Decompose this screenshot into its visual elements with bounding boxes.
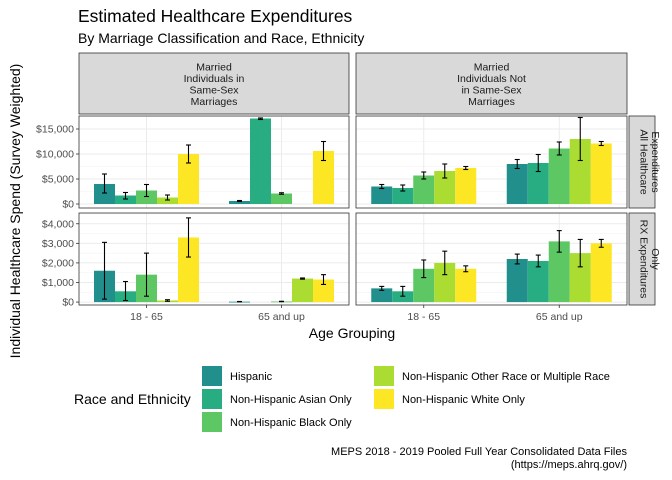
panel-border xyxy=(78,115,350,209)
bar-non-hispanic-black-only xyxy=(413,268,435,303)
bar-non-hispanic-black-only xyxy=(548,241,570,303)
chart-title: Estimated Healthcare Expenditures xyxy=(78,6,353,26)
bar-non-hispanic-asian-only xyxy=(527,163,549,204)
y-tick-label: $0 xyxy=(62,199,74,211)
panel-border xyxy=(355,115,628,209)
x-axis-title: Age Grouping xyxy=(309,325,395,341)
bar-non-hispanic-other-race-or-multiple-race xyxy=(292,278,313,303)
row-strip xyxy=(628,115,656,209)
legend-item-label: Non-Hispanic Asian Only xyxy=(230,394,352,406)
bar-non-hispanic-other-race-or-multiple-race xyxy=(434,171,456,204)
bar-hispanic xyxy=(506,259,528,303)
y-tick-label: $5,000 xyxy=(42,174,74,186)
bar-non-hispanic-white-only xyxy=(313,279,334,303)
column-strip-label: Same-Sex xyxy=(189,84,239,96)
bar-non-hispanic-white-only xyxy=(590,243,612,303)
bar-non-hispanic-other-race-or-multiple-race xyxy=(569,253,591,303)
column-strip-label: Individuals Not xyxy=(457,73,526,85)
chart-subtitle: By Marriage Classification and Race, Eth… xyxy=(78,30,364,46)
y-tick-label: $3,000 xyxy=(42,238,74,250)
y-tick-label: $4,000 xyxy=(42,218,74,230)
y-tick-label: $10,000 xyxy=(36,149,74,161)
row-strip-label: All Healthcare xyxy=(637,129,649,195)
panel-1-1 xyxy=(355,212,628,306)
row-strip xyxy=(628,212,656,306)
caption-line: (https://meps.ahrq.gov/) xyxy=(511,459,627,471)
bar-non-hispanic-other-race-or-multiple-race xyxy=(434,262,456,303)
bar-non-hispanic-asian-only xyxy=(527,260,549,303)
bar-non-hispanic-white-only xyxy=(590,143,612,204)
row-strip-label: Only xyxy=(649,248,661,270)
column-strip xyxy=(78,52,350,115)
y-axis-title: Individual Healthcare Spend (Survey Weig… xyxy=(7,64,23,359)
panel-border xyxy=(355,212,628,306)
caption-line: MEPS 2018 - 2019 Pooled Full Year Consol… xyxy=(331,446,627,458)
bar-non-hispanic-other-race-or-multiple-race xyxy=(157,197,178,204)
x-tick-label: 65 and up xyxy=(536,311,583,323)
bar-hispanic xyxy=(506,164,528,204)
bar-non-hispanic-white-only xyxy=(178,237,199,303)
bar-non-hispanic-black-only xyxy=(271,193,292,204)
panel-0-0 xyxy=(78,115,350,209)
bar-non-hispanic-white-only xyxy=(313,151,334,204)
y-tick-label: $0 xyxy=(62,297,74,309)
legend-item-label: Non-Hispanic White Only xyxy=(402,394,525,406)
bar-non-hispanic-white-only xyxy=(455,168,477,204)
column-strip-label: Marriages xyxy=(191,96,238,108)
legend-key-non-hispanic-other-race-or-multiple-race xyxy=(374,366,394,386)
bar-non-hispanic-other-race-or-multiple-race xyxy=(569,139,591,204)
bar-non-hispanic-white-only xyxy=(178,154,199,204)
y-tick-label: $2,000 xyxy=(42,257,74,269)
bar-non-hispanic-asian-only xyxy=(250,118,271,204)
column-strip-label: Married xyxy=(196,61,232,73)
bar-non-hispanic-white-only xyxy=(455,268,477,303)
column-strip xyxy=(355,52,628,115)
column-strip-label: Marriages xyxy=(468,96,515,108)
bar-non-hispanic-asian-only xyxy=(392,188,414,204)
bar-non-hispanic-black-only xyxy=(413,175,435,204)
bar-non-hispanic-asian-only xyxy=(115,195,136,204)
bar-non-hispanic-black-only xyxy=(136,190,157,204)
legend-key-hispanic xyxy=(202,366,222,386)
legend: Race and Ethnicity Hispanic Non-Hispanic … xyxy=(74,366,610,432)
y-tick-label: $15,000 xyxy=(36,124,74,136)
legend-title: Race and Ethnicity xyxy=(74,391,191,407)
panel-border xyxy=(78,212,350,306)
x-tick-label: 18 - 65 xyxy=(407,311,440,323)
bar-hispanic xyxy=(229,201,250,204)
bar-hispanic xyxy=(94,184,115,204)
row-strip-label: RX Expenditures xyxy=(637,220,649,299)
panel-1-0 xyxy=(78,212,350,306)
column-strip-label: Individuals in xyxy=(184,73,245,85)
legend-key-non-hispanic-asian-only xyxy=(202,389,222,409)
bar-hispanic xyxy=(371,186,393,204)
column-strip-label: Married xyxy=(474,61,510,73)
x-tick-label: 18 - 65 xyxy=(130,311,163,323)
legend-key-non-hispanic-black-only xyxy=(202,412,222,432)
panel-0-1 xyxy=(355,115,628,209)
column-strip-label: in Same-Sex xyxy=(461,84,522,96)
x-tick-label: 65 and up xyxy=(258,311,305,323)
caption: MEPS 2018 - 2019 Pooled Full Year Consol… xyxy=(331,446,627,471)
bar-hispanic xyxy=(371,288,393,303)
row-strip-label: Expenditures xyxy=(649,131,661,192)
legend-item-label: Non-Hispanic Other Race or Multiple Race xyxy=(402,371,610,383)
legend-key-non-hispanic-white-only xyxy=(374,389,394,409)
legend-item-label: Non-Hispanic Black Only xyxy=(230,417,352,429)
legend-item-label: Hispanic xyxy=(230,371,273,383)
y-tick-label: $1,000 xyxy=(42,277,74,289)
panel-background xyxy=(79,116,349,208)
bar-non-hispanic-black-only xyxy=(548,148,570,204)
